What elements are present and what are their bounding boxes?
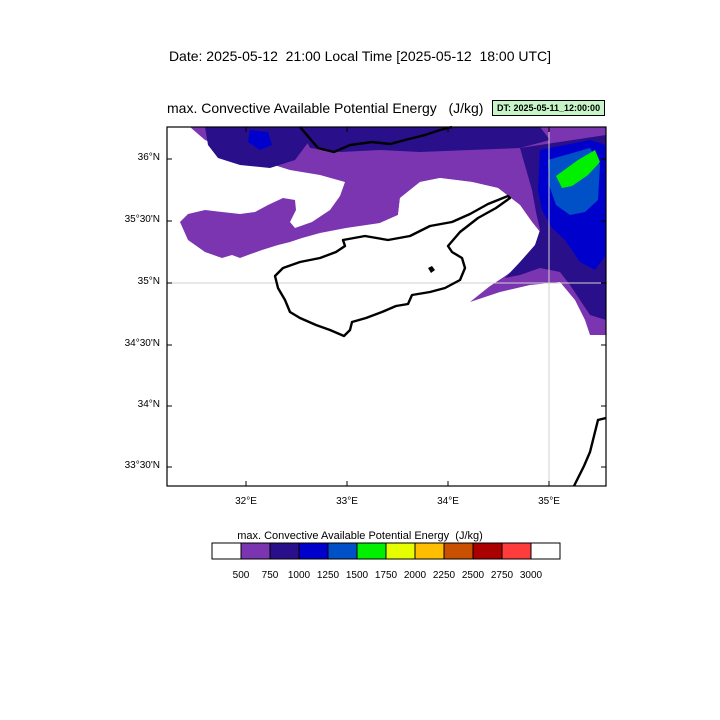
coastline-cyprus <box>273 194 512 338</box>
colorbar-level-label: 1000 <box>287 570 311 581</box>
lat-label-36n: 36°N <box>137 152 160 163</box>
lat-label-34-30n: 34°30'N <box>124 338 160 349</box>
colorbar-title: max. Convective Available Potential Ener… <box>237 530 483 542</box>
coastline-isle <box>428 266 435 273</box>
map-title: max. Convective Available Potential Ener… <box>167 100 484 116</box>
coastline-southeast <box>572 416 607 487</box>
colorbar-level-label: 750 <box>261 570 279 581</box>
colorbar-level-label: 3000 <box>519 570 543 581</box>
lat-label-35n: 35°N <box>137 276 160 287</box>
date-title: Date: 2025-05-12 21:00 Local Time [2025-… <box>168 48 552 64</box>
lon-label-32e: 32°E <box>235 496 257 507</box>
colorbar-level-label: 1250 <box>316 570 340 581</box>
colorbar-level-label: 500 <box>232 570 250 581</box>
dt-badge: DT: 2025-05-11_12:00:00 <box>492 100 606 116</box>
colorbar-swatch <box>327 542 358 560</box>
colorbar-swatch <box>385 542 416 560</box>
colorbar <box>211 542 561 560</box>
colorbar-swatch <box>356 542 387 560</box>
cape-band-750-n <box>300 127 550 152</box>
colorbar-swatch <box>269 542 300 560</box>
colorbar-swatch <box>472 542 503 560</box>
colorbar-swatch <box>443 542 474 560</box>
coastline-north <box>299 125 453 154</box>
colorbar-level-label: 2250 <box>432 570 456 581</box>
colorbar-swatch <box>414 542 445 560</box>
lon-label-35e: 35°E <box>538 496 560 507</box>
lat-label-35-30n: 35°30'N <box>124 214 160 225</box>
colorbar-swatch <box>501 542 532 560</box>
map-frame <box>166 126 607 487</box>
cape-band-1500-e <box>556 150 600 188</box>
colorbar-swatch <box>211 542 242 560</box>
lon-label-34e: 34°E <box>437 496 459 507</box>
colorbar-level-label: 1750 <box>374 570 398 581</box>
colorbar-swatch <box>298 542 329 560</box>
colorbar-level-label: 2750 <box>490 570 514 581</box>
colorbar-level-label: 1500 <box>345 570 369 581</box>
lat-label-33-30n: 33°30'N <box>124 460 160 471</box>
lat-label-34n: 34°N <box>137 399 160 410</box>
colorbar-swatch <box>530 542 561 560</box>
lon-label-33e: 33°E <box>336 496 358 507</box>
cape-field <box>180 127 606 335</box>
colorbar-level-label: 2000 <box>403 570 427 581</box>
axis-ticks <box>167 127 606 486</box>
colorbar-level-label: 2500 <box>461 570 485 581</box>
colorbar-swatch <box>240 542 271 560</box>
